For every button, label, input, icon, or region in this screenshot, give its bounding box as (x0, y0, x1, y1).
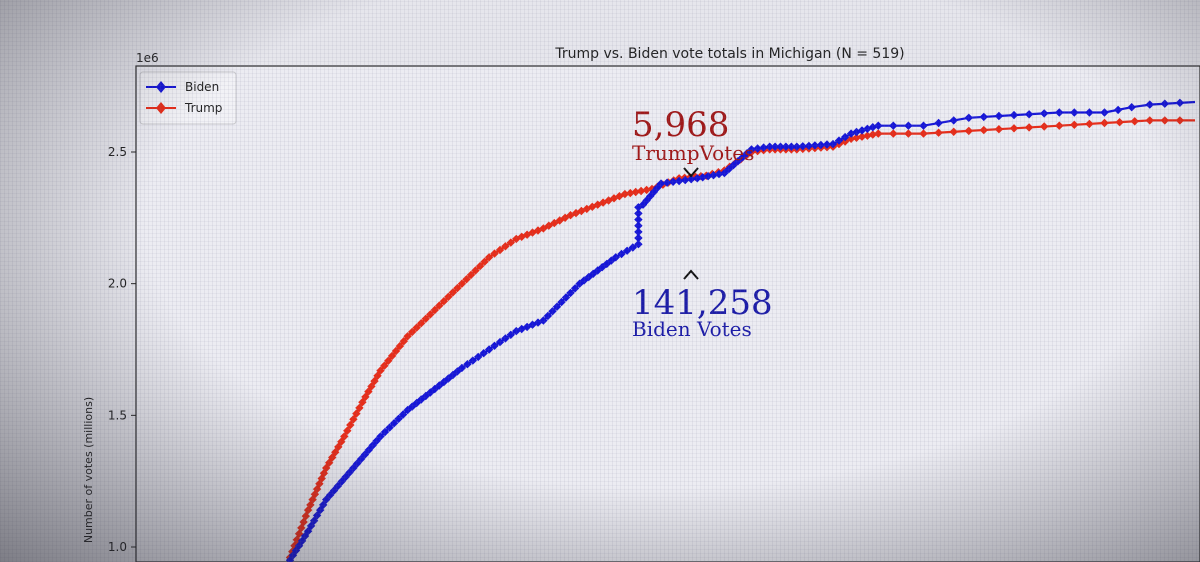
annotation-biden-label: Biden Votes (632, 317, 752, 341)
y-tick-label-2: 2.0 (108, 277, 127, 291)
annotation-trump-number: 5,968 (632, 105, 729, 145)
chart-title: Trump vs. Biden vote totals in Michigan … (554, 46, 904, 62)
y-axis-label: Number of votes (millions) (82, 397, 95, 543)
legend-label-biden: Biden (185, 80, 219, 94)
y-multiplier-label: 1e6 (136, 51, 159, 65)
legend-label-trump: Trump (184, 101, 222, 115)
y-tick-label-1: 1.5 (108, 408, 127, 422)
y-tick-label-3: 2.5 (108, 145, 127, 159)
legend: Biden Trump (139, 71, 237, 125)
y-tick-label-0: 1.0 (108, 540, 127, 554)
annotation-trump-label: TrumpVotes (632, 141, 754, 165)
